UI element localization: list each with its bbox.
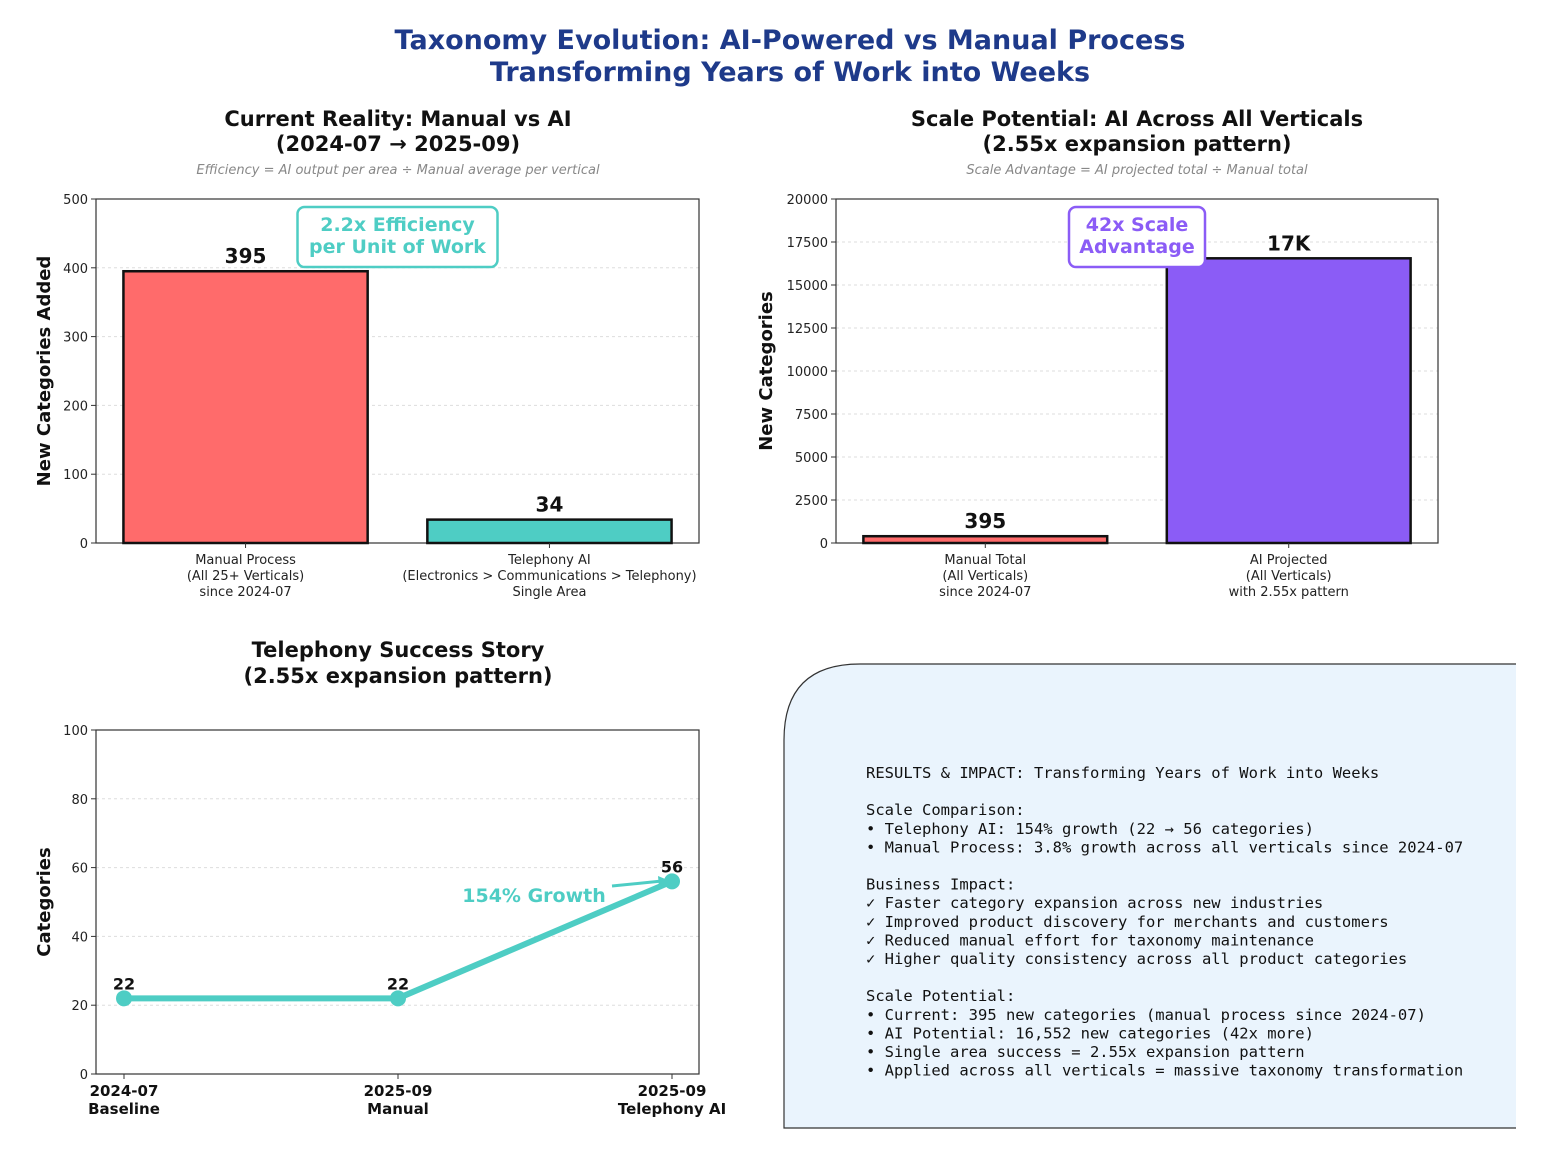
plot-frame — [95, 198, 700, 544]
y-tick-label: 15000 — [787, 279, 828, 294]
y-tick-label: 5000 — [795, 451, 828, 466]
y-tick-label: 60 — [71, 862, 88, 877]
chart-title-line-2: (2.55x expansion pattern) — [243, 664, 552, 688]
point-value-label: 22 — [387, 974, 409, 993]
y-tick-label: 2500 — [795, 494, 828, 509]
bar-value-label: 17K — [1267, 231, 1312, 255]
results-line: • Current: 395 new categories (manual pr… — [866, 1006, 1426, 1024]
y-tick-label: 80 — [71, 793, 88, 808]
chart-title-line-1: Telephony Success Story — [252, 638, 545, 662]
chart-scale-potential: Scale Potential: AI Across All Verticals… — [756, 107, 1439, 600]
x-tick-label: Manual Total — [944, 553, 1026, 568]
annotation-text: 154% Growth — [462, 885, 606, 907]
y-tick-label: 500 — [63, 193, 88, 208]
x-tick-label: Telephony AI — [618, 1100, 726, 1118]
bar — [862, 534, 1109, 545]
y-tick-label: 0 — [80, 537, 88, 552]
y-tick-label: 100 — [63, 724, 88, 739]
point-value-label: 56 — [661, 857, 683, 876]
point-value-label: 22 — [113, 974, 135, 993]
x-tick-label: Manual — [367, 1100, 429, 1118]
results-line: • Manual Process: 3.8% growth across all… — [866, 838, 1463, 856]
plot-frame — [835, 198, 1439, 544]
x-tick-label: 2025-09 — [364, 1082, 433, 1100]
annotation-text: 2.2x Efficiency — [320, 214, 475, 236]
bar — [122, 269, 369, 545]
results-line: Scale Comparison: — [866, 801, 1025, 819]
y-axis-label: Categories — [34, 847, 55, 956]
chart-subtitle: Scale Advantage = AI projected total ÷ M… — [966, 163, 1308, 178]
data-point — [390, 990, 406, 1007]
chart-title-line-2: (2024-07 → 2025-09) — [276, 132, 520, 156]
data-point — [664, 873, 680, 890]
y-tick-label: 10000 — [787, 365, 828, 380]
x-tick-label: Telephony AI — [507, 553, 591, 568]
x-tick-label: (All 25+ Verticals) — [187, 569, 304, 584]
chart-current-reality: Current Reality: Manual vs AI(2024-07 → … — [34, 107, 700, 600]
bar-value-label: 34 — [536, 493, 564, 517]
main-title-line-1: Taxonomy Evolution: AI-Powered vs Manual… — [395, 25, 1186, 56]
y-tick-label: 0 — [820, 537, 828, 552]
bar-value-label: 395 — [964, 509, 1006, 533]
y-tick-label: 200 — [63, 399, 88, 414]
chart-subtitle: Efficiency = AI output per area ÷ Manual… — [196, 163, 600, 178]
y-tick-label: 40 — [71, 930, 88, 945]
annotation-text: per Unit of Work — [309, 236, 486, 258]
results-line: Scale Potential: — [866, 987, 1015, 1005]
results-line: ✓ Improved product discovery for merchan… — [866, 913, 1389, 931]
y-tick-label: 7500 — [795, 408, 828, 423]
chart-title-line-1: Current Reality: Manual vs AI — [224, 107, 571, 131]
plot-frame — [95, 729, 700, 1075]
annotation-text: Advantage — [1079, 236, 1194, 258]
x-tick-label: since 2024-07 — [939, 585, 1031, 600]
results-line: RESULTS & IMPACT: Transforming Years of … — [866, 764, 1379, 782]
x-tick-label: AI Projected — [1250, 553, 1328, 568]
results-line: Business Impact: — [866, 876, 1015, 894]
x-tick-label: Baseline — [88, 1100, 160, 1118]
results-line: ✓ Reduced manual effort for taxonomy mai… — [866, 931, 1314, 949]
results-line: • Single area success = 2.55x expansion … — [866, 1043, 1305, 1061]
x-tick-label: 2024-07 — [90, 1082, 159, 1100]
bar — [426, 518, 673, 545]
results-line: • AI Potential: 16,552 new categories (4… — [866, 1024, 1314, 1042]
results-panel: RESULTS & IMPACT: Transforming Years of … — [783, 663, 1516, 1129]
main-title-line-2: Transforming Years of Work into Weeks — [490, 57, 1090, 88]
annotation-box — [1067, 205, 1207, 269]
bar — [1165, 257, 1412, 545]
x-tick-label: Manual Process — [195, 553, 296, 568]
y-tick-label: 400 — [63, 262, 88, 277]
x-tick-label: Single Area — [512, 585, 586, 600]
annotation-arrow — [611, 879, 663, 888]
arrow-head-icon — [658, 876, 670, 887]
y-axis-label: New Categories Added — [34, 256, 55, 487]
annotation-text: 42x Scale — [1086, 214, 1188, 236]
results-line: ✓ Higher quality consistency across all … — [866, 950, 1407, 968]
x-tick-label: (All Verticals) — [942, 569, 1028, 584]
annotation-box — [296, 205, 499, 269]
x-tick-label: since 2024-07 — [199, 585, 291, 600]
bar-value-label: 395 — [225, 244, 267, 268]
y-tick-label: 20 — [71, 999, 88, 1014]
y-tick-label: 12500 — [787, 322, 828, 337]
x-tick-label: (All Verticals) — [1246, 569, 1332, 584]
y-tick-label: 20000 — [787, 193, 828, 208]
chart-telephony-success: Telephony Success Story(2.55x expansion … — [34, 638, 726, 1118]
results-panel-background — [783, 663, 1516, 1129]
x-tick-label: (Electronics > Communications > Telephon… — [402, 569, 696, 584]
results-line: ✓ Faster category expansion across new i… — [866, 894, 1323, 912]
y-axis-label: New Categories — [756, 291, 777, 451]
y-tick-label: 100 — [63, 468, 88, 483]
data-point — [116, 990, 132, 1007]
y-tick-label: 0 — [80, 1068, 88, 1083]
results-line: • Applied across all verticals = massive… — [866, 1062, 1463, 1080]
results-line: • Telephony AI: 154% growth (22 → 56 cat… — [866, 820, 1314, 838]
y-tick-label: 300 — [63, 331, 88, 346]
y-tick-label: 17500 — [787, 236, 828, 251]
chart-title-line-1: Scale Potential: AI Across All Verticals — [911, 107, 1363, 131]
x-tick-label: with 2.55x pattern — [1229, 585, 1349, 600]
x-tick-label: 2025-09 — [638, 1082, 707, 1100]
chart-title-line-2: (2.55x expansion pattern) — [982, 132, 1291, 156]
